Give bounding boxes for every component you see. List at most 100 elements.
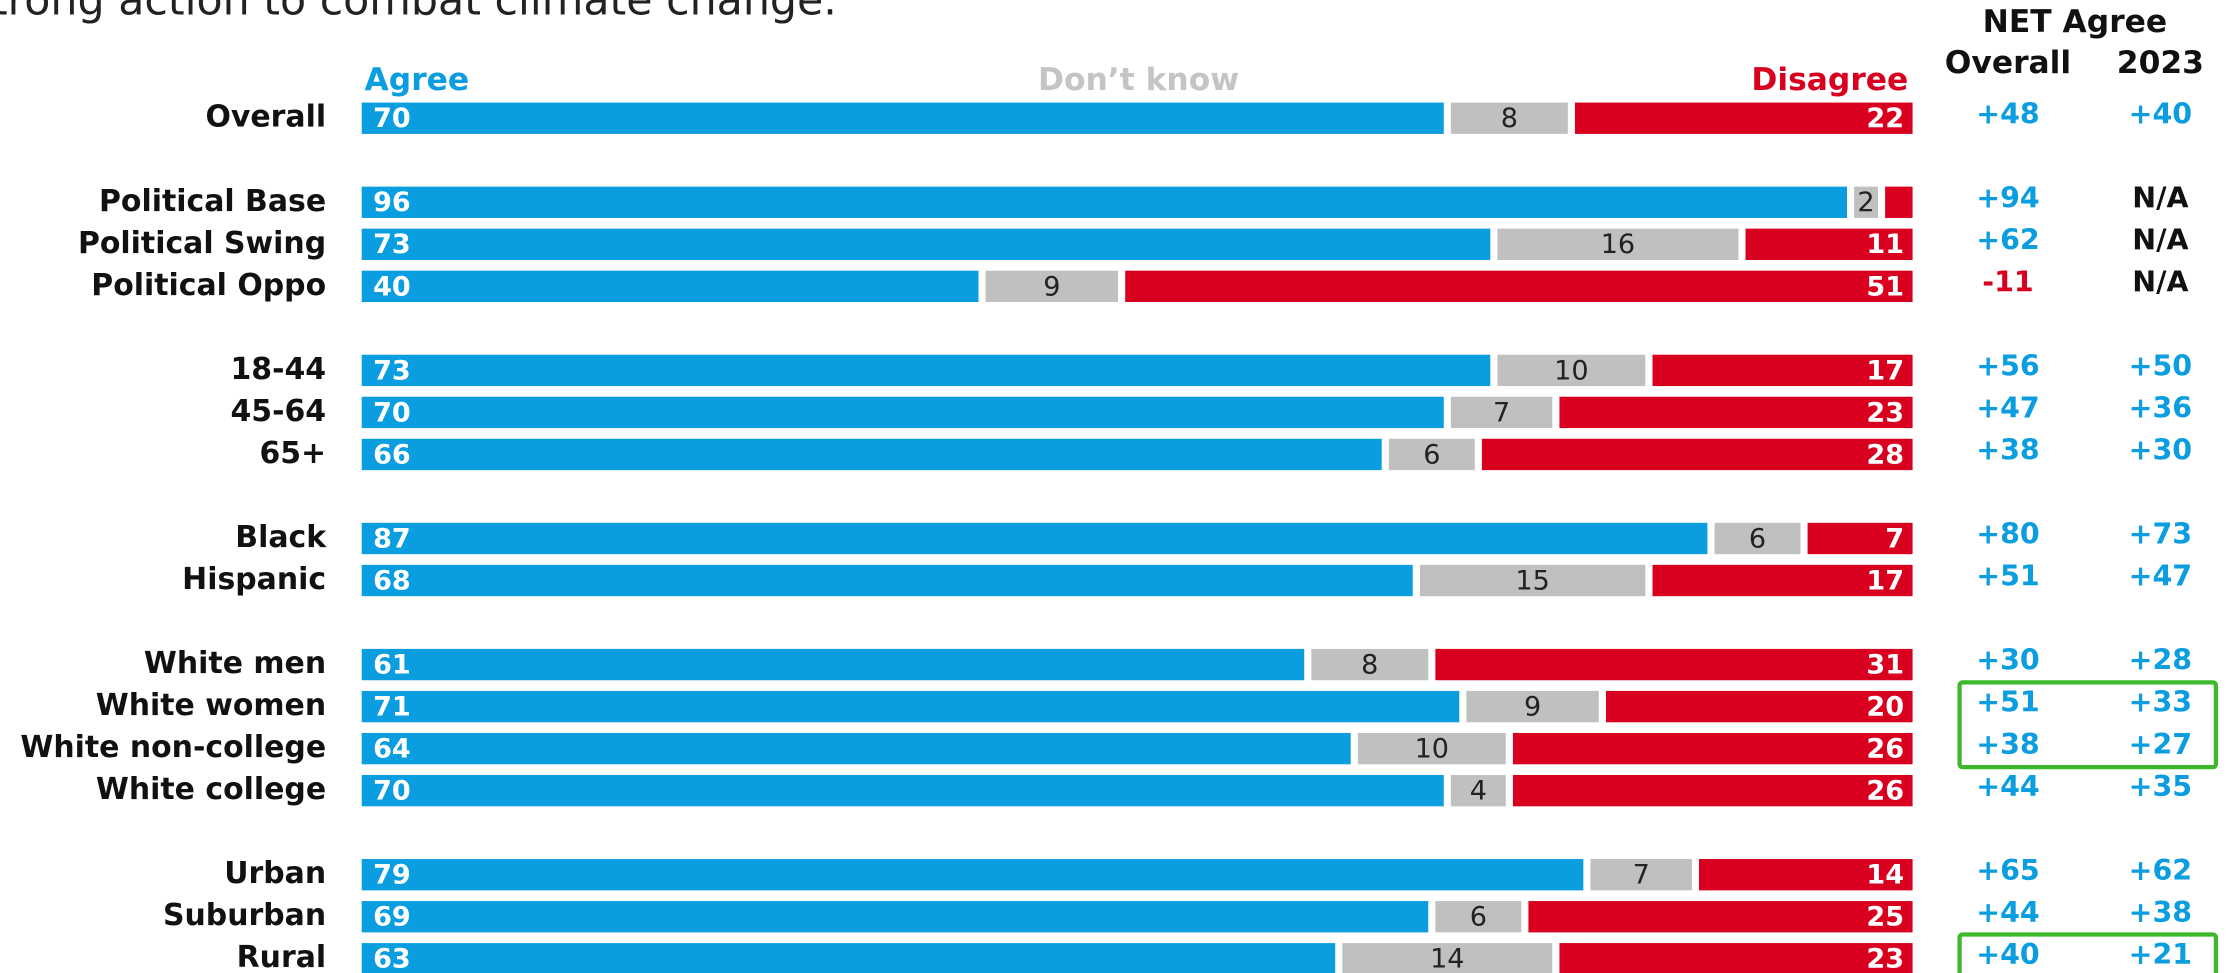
bar-segment [361,396,1444,429]
bar-segment [361,228,1491,260]
category-label: White college [96,772,326,807]
bar-value-label: 51 [1866,271,1904,302]
bar-segment [1559,943,1913,973]
net-value: +33 [2129,686,2192,719]
net-value: +47 [2129,560,2192,593]
net-value: +51 [1976,686,2039,719]
net-value: -11 [1982,265,2033,298]
bar-value-label: 73 [373,355,411,386]
bar-segment [1528,901,1913,933]
net-value: +30 [2129,434,2192,467]
bar-value-label: 87 [373,523,411,554]
net-value: +38 [2129,896,2192,929]
bar-segment [1311,648,1429,681]
bar-value-label: 7 [1885,523,1904,554]
net-value: +80 [1976,518,2039,551]
bar-segment [985,270,1119,303]
bar-value-label: 10 [1415,734,1449,765]
bar-segment [1342,943,1553,973]
net-value: N/A [2132,223,2188,256]
net-value: +44 [1976,896,2039,929]
net-value: +62 [1976,223,2039,256]
legend-label: Don’t know [1038,62,1239,98]
bar-value-label: 20 [1866,692,1904,723]
bar-value-label: 23 [1866,397,1904,428]
net-value: +35 [2129,770,2192,803]
net-value: +27 [2129,728,2192,761]
bar-segment [1357,732,1506,765]
net-value: +94 [1976,181,2039,214]
bar-segment [361,901,1429,933]
category-label: Political Swing [78,226,326,261]
net-value: +21 [2129,938,2192,971]
bar-value-label: 6 [1749,523,1766,554]
bar-segment [1388,438,1475,471]
net-value: +44 [1976,770,2039,803]
bar-value-label: 9 [1524,692,1541,723]
bar-segment [1652,354,1913,387]
bar-segment [361,186,1847,218]
bar-value-label: 17 [1866,355,1904,386]
bar-segment [1745,228,1913,260]
bar-value-label: 96 [373,187,411,218]
net-column-header: Overall [1945,45,2071,81]
net-column-header: 2023 [2117,45,2204,81]
bar-segment [1497,228,1739,260]
net-title: NET Agree [1983,4,2167,40]
bar-value-label: 10 [1554,355,1588,386]
bar-value-label: 64 [373,734,411,765]
bar-segment [1497,354,1646,387]
bar-value-label: 28 [1866,439,1904,470]
category-label: Suburban [163,898,326,933]
bar-value-label: 66 [373,439,411,470]
bar-segment [1605,690,1913,723]
bar-value-label: 71 [373,692,411,723]
bar-segment [1481,438,1913,471]
bar-segment [1466,690,1599,723]
net-value: +38 [1976,434,2039,467]
bar-segment [1559,396,1913,429]
bar-value-label: 8 [1361,649,1378,680]
bar-value-label: 73 [373,229,411,260]
net-value: +36 [2129,392,2192,425]
bar-segment [361,732,1351,765]
chart-title: strong action to combat climate change. [0,0,837,25]
net-value: +40 [2129,97,2192,130]
category-label: White men [144,646,326,681]
bar-value-label: 26 [1866,734,1904,765]
bar-value-label: 8 [1501,103,1518,134]
bar-segment [361,354,1491,387]
bar-value-label: 6 [1470,902,1487,933]
net-value: N/A [2132,181,2188,214]
bar-value-label: 7 [1493,397,1510,428]
bar-value-label: 2 [1857,187,1874,218]
highlight-box [1957,680,2219,770]
net-value: +56 [1976,350,2039,383]
net-value: +51 [1976,560,2039,593]
net-value: +48 [1976,97,2039,130]
bar-value-label: 7 [1633,860,1650,891]
bar-value-label: 26 [1866,776,1904,807]
bar-value-label: 69 [373,902,411,933]
bar-segment [1435,648,1913,681]
net-value: +40 [1976,938,2039,971]
bar-segment [1590,859,1692,891]
bar-value-label: 11 [1866,229,1904,260]
legend-label: Disagree [1751,62,1908,98]
bar-value-label: 68 [373,565,411,596]
bar-segment [361,943,1336,973]
bar-value-label: 70 [373,776,411,807]
bar-segment [1125,270,1913,303]
bar-segment [361,859,1584,891]
bar-value-label: 79 [373,860,411,891]
net-value: +47 [1976,392,2039,425]
category-label: Black [235,520,327,555]
bar-segment [1854,186,1878,218]
highlight-box [1957,932,2219,973]
bar-segment [361,690,1460,723]
category-label: Overall [206,100,327,135]
bar-value-label: 22 [1866,103,1904,134]
net-value: +50 [2129,350,2192,383]
bar-value-label: 4 [1470,776,1487,807]
